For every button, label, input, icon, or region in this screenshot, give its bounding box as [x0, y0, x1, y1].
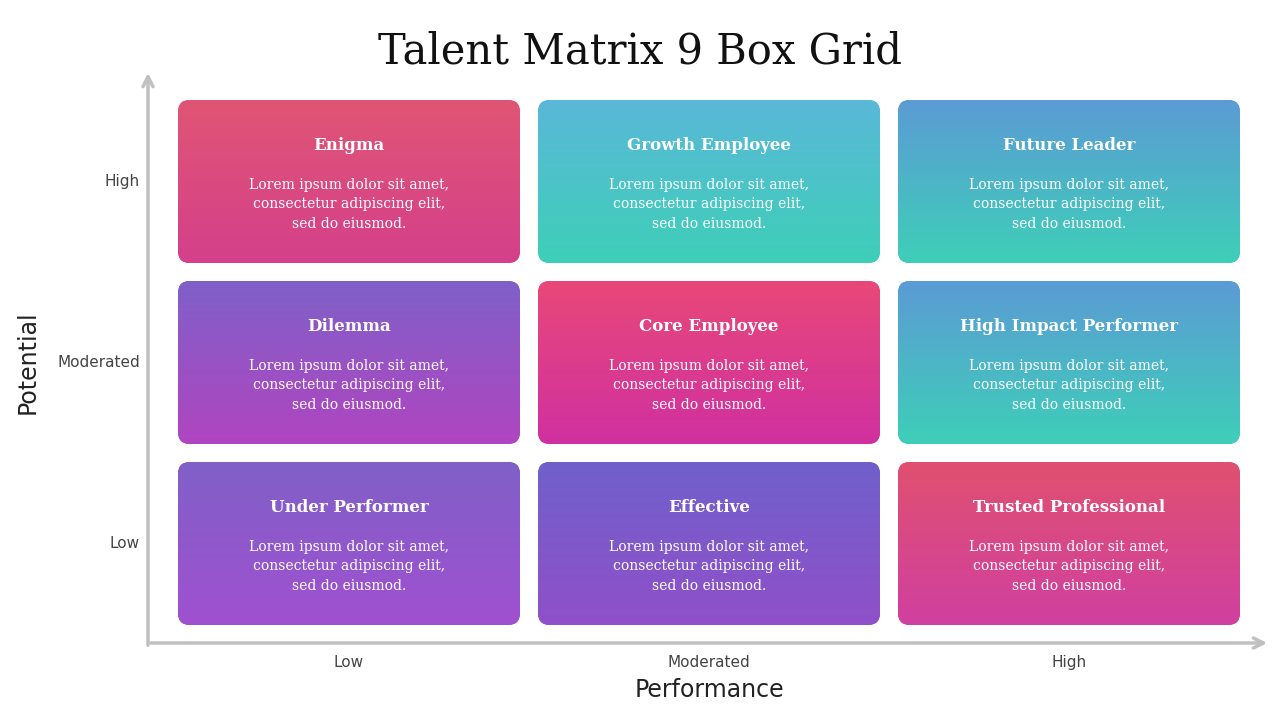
Text: Under Performer: Under Performer [270, 499, 429, 516]
Text: Lorem ipsum dolor sit amet,
consectetur adipiscing elit,
sed do eiusmod.: Lorem ipsum dolor sit amet, consectetur … [250, 178, 449, 231]
Text: Low: Low [334, 655, 364, 670]
FancyBboxPatch shape [538, 100, 881, 263]
Text: Future Leader: Future Leader [1002, 137, 1135, 154]
Text: Lorem ipsum dolor sit amet,
consectetur adipiscing elit,
sed do eiusmod.: Lorem ipsum dolor sit amet, consectetur … [609, 540, 809, 593]
Text: Trusted Professional: Trusted Professional [973, 499, 1165, 516]
Text: Lorem ipsum dolor sit amet,
consectetur adipiscing elit,
sed do eiusmod.: Lorem ipsum dolor sit amet, consectetur … [969, 359, 1169, 412]
Text: Lorem ipsum dolor sit amet,
consectetur adipiscing elit,
sed do eiusmod.: Lorem ipsum dolor sit amet, consectetur … [250, 540, 449, 593]
FancyBboxPatch shape [178, 281, 520, 444]
FancyBboxPatch shape [178, 100, 520, 263]
Text: High: High [105, 174, 140, 189]
Text: Moderated: Moderated [58, 355, 140, 370]
FancyBboxPatch shape [538, 281, 881, 444]
Text: Core Employee: Core Employee [639, 318, 778, 335]
Text: High Impact Performer: High Impact Performer [960, 318, 1178, 335]
FancyBboxPatch shape [538, 462, 881, 625]
Text: Lorem ipsum dolor sit amet,
consectetur adipiscing elit,
sed do eiusmod.: Lorem ipsum dolor sit amet, consectetur … [609, 359, 809, 412]
Text: Effective: Effective [668, 499, 750, 516]
Text: Lorem ipsum dolor sit amet,
consectetur adipiscing elit,
sed do eiusmod.: Lorem ipsum dolor sit amet, consectetur … [969, 178, 1169, 231]
Text: High: High [1051, 655, 1087, 670]
Text: Enigma: Enigma [314, 137, 384, 154]
Text: Performance: Performance [634, 678, 783, 702]
Text: Low: Low [110, 536, 140, 551]
Text: Lorem ipsum dolor sit amet,
consectetur adipiscing elit,
sed do eiusmod.: Lorem ipsum dolor sit amet, consectetur … [609, 178, 809, 231]
Text: Lorem ipsum dolor sit amet,
consectetur adipiscing elit,
sed do eiusmod.: Lorem ipsum dolor sit amet, consectetur … [969, 540, 1169, 593]
FancyBboxPatch shape [178, 462, 520, 625]
Text: Talent Matrix 9 Box Grid: Talent Matrix 9 Box Grid [378, 30, 902, 72]
FancyBboxPatch shape [899, 462, 1240, 625]
Text: Potential: Potential [15, 311, 40, 414]
Text: Lorem ipsum dolor sit amet,
consectetur adipiscing elit,
sed do eiusmod.: Lorem ipsum dolor sit amet, consectetur … [250, 359, 449, 412]
FancyBboxPatch shape [899, 100, 1240, 263]
FancyBboxPatch shape [899, 281, 1240, 444]
Text: Growth Employee: Growth Employee [627, 137, 791, 154]
Text: Moderated: Moderated [668, 655, 750, 670]
Text: Dilemma: Dilemma [307, 318, 390, 335]
